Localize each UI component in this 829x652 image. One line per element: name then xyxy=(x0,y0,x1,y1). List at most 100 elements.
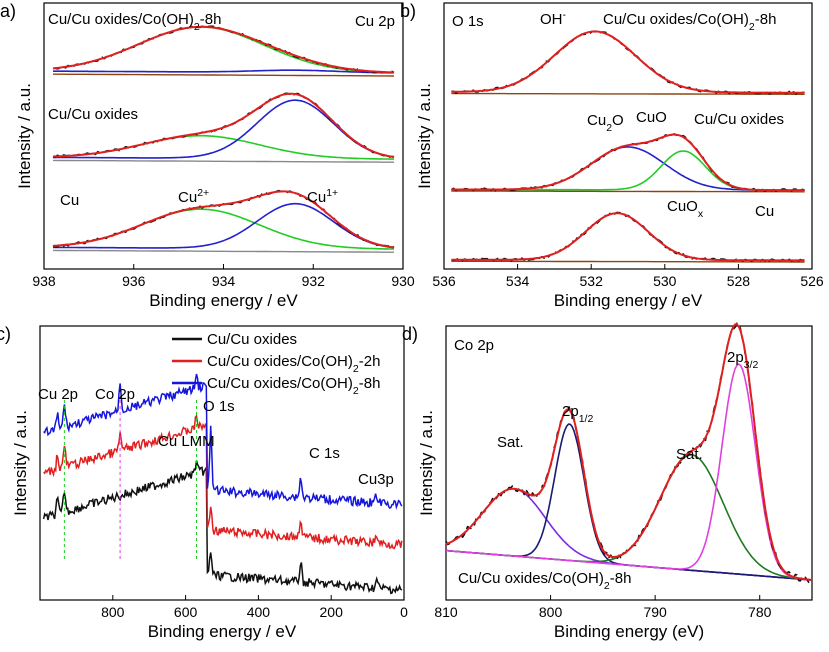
panel-b-xlabel: Binding energy / eV xyxy=(554,291,703,310)
panel-a-cu1plus-label-main: Cu xyxy=(307,189,326,206)
panel-a-sample-label-cuox: Cu/Cu oxides xyxy=(48,106,138,123)
panel-b-cuox-label-sub: x xyxy=(698,208,704,220)
panel-c-legend-label-1-sub: 2 xyxy=(353,363,359,375)
panel-a-baseline xyxy=(52,249,394,253)
panel-b-cu2o-label-main: Cu xyxy=(587,112,606,129)
panel-b-baseline xyxy=(451,190,805,193)
panel-d-xtick-label: 810 xyxy=(434,604,458,620)
panel-d-component-0 xyxy=(445,487,813,581)
panel-a-baseline xyxy=(53,73,395,77)
panel-c-legend-label-2-sub: 2 xyxy=(353,385,359,397)
panel-a-cu2plus-label-sup: 2+ xyxy=(197,187,209,199)
panel-b-oh-label-sup: - xyxy=(563,9,567,21)
panel-d-label: d) xyxy=(402,324,418,344)
panel-a-xtick-label: 934 xyxy=(212,273,236,289)
panel-b-fit-envelope xyxy=(451,30,805,94)
panel-c-peak-label: O 1s xyxy=(203,398,235,415)
panel-a-sample-label-8h-suffix: -8h xyxy=(200,11,222,28)
panel-a-cu1plus-component xyxy=(53,202,395,249)
panel-a-label: a) xyxy=(0,1,16,21)
panel-c-legend-label-1-suffix: -2h xyxy=(359,353,381,370)
panel-a-fit-envelope xyxy=(52,190,395,249)
panel-b-ylabel: Intensity / a.u. xyxy=(415,83,434,189)
panel-d-component-3 xyxy=(445,363,813,581)
panel-d-peak-label-1-main: 2p xyxy=(562,403,579,420)
panel-a-fit-envelope xyxy=(52,25,394,74)
panel-d-peak-label-0-main: Sat. xyxy=(497,434,524,451)
panel-c-xtick-label: 0 xyxy=(400,604,408,620)
panel-a-cu1plus-component xyxy=(53,69,394,74)
panel-d-xtick-label: 780 xyxy=(748,604,772,620)
panel-d-peak-label-3-sub: 3/2 xyxy=(744,359,759,371)
panel-b-xtick-label: 534 xyxy=(506,273,530,289)
panel-d-title: Co 2p xyxy=(454,337,494,354)
panel-d-frame xyxy=(445,325,813,601)
panel-c-legend-label-1: Cu/Cu oxides/Co(OH)2-2h xyxy=(207,353,380,375)
panel-c-series-line-2 xyxy=(43,373,403,510)
panel-b-label: b) xyxy=(400,1,416,21)
panel-c-peak-label: Cu3p xyxy=(358,471,394,488)
panel-d-peak-label-2-main: Sat. xyxy=(676,446,703,463)
panel-d-peak-label-3-main: 2p xyxy=(727,349,744,366)
panel-a-raw-data xyxy=(52,25,395,74)
panel-c-peak-label: Co 2p xyxy=(95,386,135,403)
panel-a-baseline xyxy=(52,159,394,163)
panel-b-sample-label-8h-suffix: -8h xyxy=(755,11,777,28)
panel-a-xtick-label: 938 xyxy=(32,273,56,289)
panel-a-sample-label-8h-main: Cu/Cu oxides/Co(OH) xyxy=(48,11,194,28)
panel-a-cu2plus-component xyxy=(52,26,395,74)
panel-b-cuox-label: CuOx xyxy=(667,198,704,220)
panel-d-peak-label-2: Sat. xyxy=(676,446,703,463)
panel-a-cu1plus-component xyxy=(53,99,395,159)
panel-d-xlabel: Binding energy (eV) xyxy=(554,622,704,641)
panel-b-sample-label-8h-sub: 2 xyxy=(749,21,755,33)
panel-b-title: O 1s xyxy=(452,13,484,30)
panel-a-cu2plus-label-main: Cu xyxy=(178,189,197,206)
panel-d-xtick-label: 790 xyxy=(643,604,667,620)
panel-c-xtick-label: 800 xyxy=(101,604,125,620)
panel-c-xtick-label: 600 xyxy=(174,604,198,620)
panel-d-peak-label-3: 2p3/2 xyxy=(727,349,758,371)
panel-b-fit-envelope xyxy=(451,212,805,262)
panel-c-xtick-label: 200 xyxy=(320,604,344,620)
panel-b-sample-label-8h: Cu/Cu oxides/Co(OH)2-8h xyxy=(603,11,776,33)
panel-a-sample-label-8h: Cu/Cu oxides/Co(OH)2-8h xyxy=(48,11,221,33)
panel-d-sample-label-main: Cu/Cu oxides/Co(OH) xyxy=(458,570,604,587)
panel-b-xtick-label: 528 xyxy=(727,273,751,289)
panel-c-frame xyxy=(39,325,405,601)
panel-a-cu1plus-label: Cu1+ xyxy=(307,187,338,206)
panel-b-cuo-component xyxy=(451,150,805,191)
panel-c-label: c) xyxy=(0,324,11,344)
panel-d-component-2 xyxy=(445,453,813,581)
panel-c-peak-label: C 1s xyxy=(309,445,340,462)
panel-d-sample-label-sub: 2 xyxy=(604,580,610,592)
panel-b-xtick-label: 532 xyxy=(580,273,604,289)
panel-c-peak-label: Cu 2p xyxy=(38,386,78,403)
panel-b-cu2o-component xyxy=(451,146,805,191)
panel-a-cu2plus-component xyxy=(52,134,394,160)
panel-b-cu2o-label-sub: 2 xyxy=(606,122,612,134)
panel-b-cuo-label-main: CuO xyxy=(636,109,667,126)
panel-c-series-line-1 xyxy=(43,414,403,550)
panel-c-ylabel: Intensity / a.u. xyxy=(11,410,30,516)
panel-d-xtick-label: 800 xyxy=(539,604,563,620)
panel-b-xtick-label: 536 xyxy=(432,273,456,289)
panel-c-peak-label: Cu LMM xyxy=(158,433,215,450)
panel-c-xlabel: Binding energy / eV xyxy=(148,622,297,641)
panel-c-legend-label-1-main: Cu/Cu oxides/Co(OH) xyxy=(207,353,353,370)
panel-b-xtick-label: 530 xyxy=(653,273,677,289)
panel-c-legend-label-0: Cu/Cu oxides xyxy=(207,331,297,348)
panel-b-raw-data xyxy=(450,133,805,193)
panel-a-title: Cu 2p xyxy=(355,13,395,30)
panel-a-raw-data xyxy=(52,189,395,249)
panel-d-ylabel: Intensity / a.u. xyxy=(417,410,436,516)
panel-b-sample-label-cuox: Cu/Cu oxides xyxy=(694,111,784,128)
panel-a-sample-label-cu: Cu xyxy=(60,192,79,209)
panel-b-cu2o-label: Cu2O xyxy=(587,112,624,134)
panel-a-xtick-label: 936 xyxy=(122,273,146,289)
panel-b-raw-data xyxy=(451,30,805,95)
panel-b-frame xyxy=(443,2,813,270)
panel-b-xtick-label: 526 xyxy=(800,273,824,289)
panel-b-baseline xyxy=(451,92,805,96)
